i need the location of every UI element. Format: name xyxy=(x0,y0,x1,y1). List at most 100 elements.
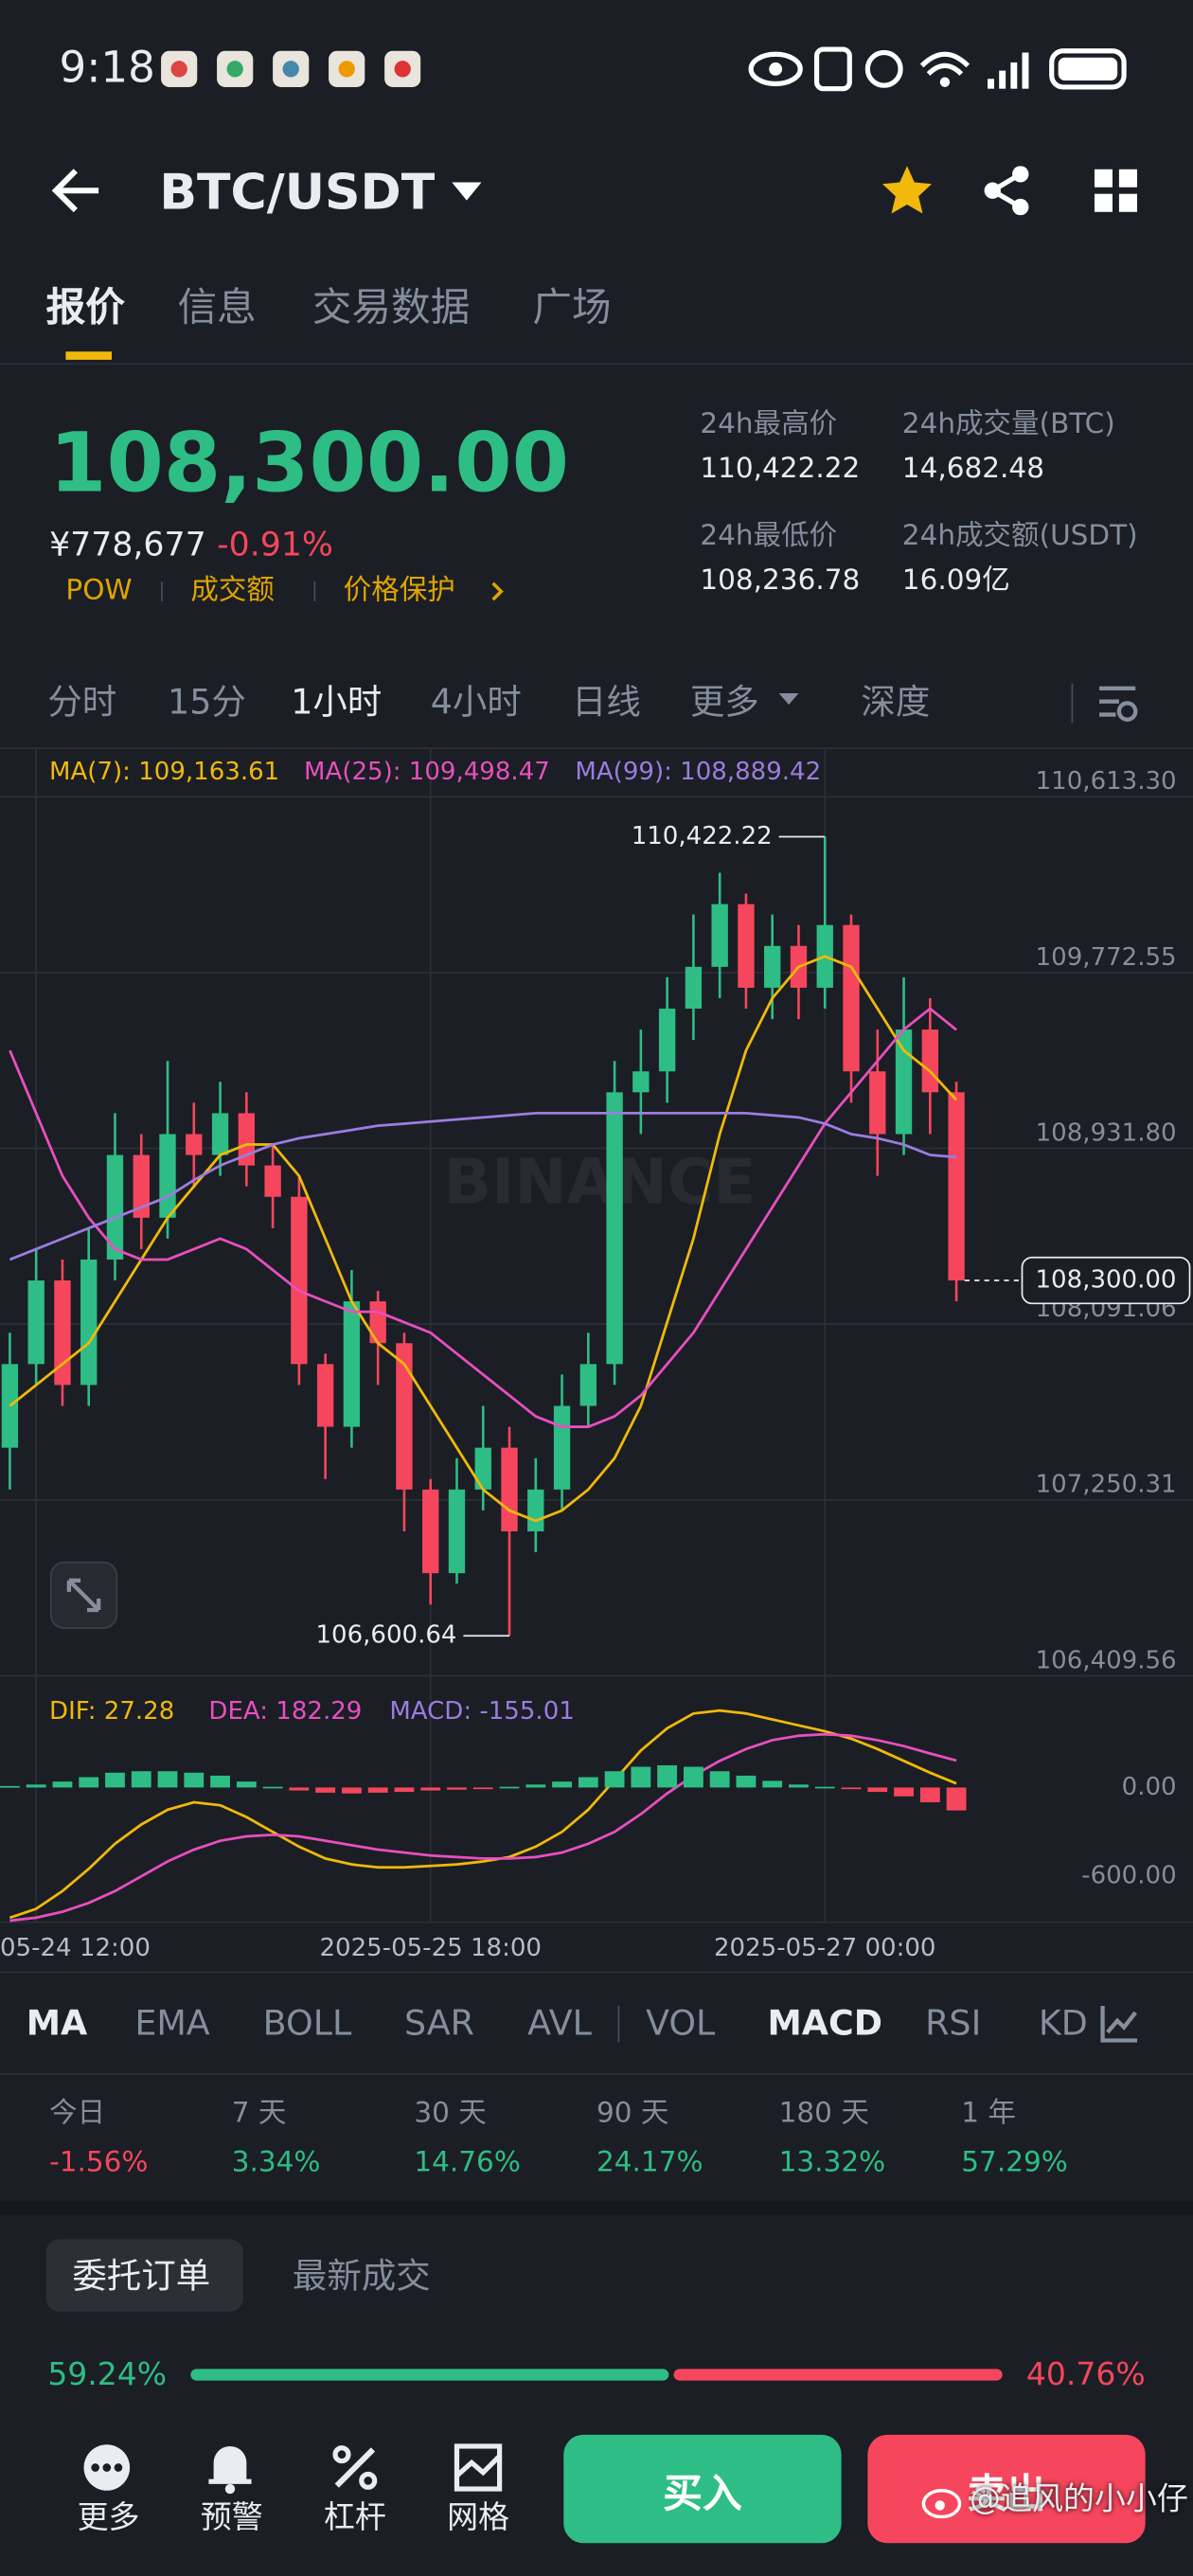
candle-body xyxy=(843,924,860,1072)
last-price-label: 108,300.00 xyxy=(1036,1266,1177,1295)
candle-body xyxy=(422,1489,439,1574)
stat-label: 24h成交额(USDT) xyxy=(901,520,1138,553)
ma-line xyxy=(9,955,958,1523)
tag[interactable]: 价格保护 xyxy=(343,574,455,607)
indicator[interactable]: MA xyxy=(26,2003,88,2044)
interval[interactable]: 1小时 xyxy=(291,682,383,723)
interval[interactable]: 15分 xyxy=(168,682,246,723)
candle-body xyxy=(264,1165,281,1197)
candle-body xyxy=(658,1009,676,1072)
candle-body xyxy=(291,1196,308,1365)
stat-value: 108,236.78 xyxy=(700,564,861,598)
x-tick-label: 2025-05-25 18:00 xyxy=(319,1934,541,1962)
macd-bar xyxy=(105,1772,125,1788)
y-tick-label: 0.00 xyxy=(1122,1773,1177,1801)
candle-body xyxy=(632,1071,650,1093)
tag[interactable]: POW xyxy=(65,574,133,607)
macd-bar xyxy=(919,1787,940,1803)
interval[interactable]: 更多 xyxy=(689,682,759,723)
macd-bar xyxy=(367,1787,388,1793)
interval[interactable]: 4小时 xyxy=(430,682,522,723)
macd-bar xyxy=(236,1781,257,1788)
last-price-box xyxy=(1021,1256,1191,1305)
divider xyxy=(0,747,1193,750)
chevron xyxy=(491,581,504,601)
tab[interactable]: 报价 xyxy=(45,284,125,331)
tab[interactable]: 广场 xyxy=(532,284,612,331)
section-gap xyxy=(0,2201,1193,2215)
period: 1 年 xyxy=(961,2097,1016,2131)
candle-body xyxy=(685,966,703,1010)
legend-item: MA(25): 109,498.47 xyxy=(304,758,550,786)
period: 90 天 xyxy=(596,2097,669,2131)
period: 今日 xyxy=(49,2097,106,2131)
macd-bar xyxy=(52,1781,73,1788)
legend-item: MA(99): 108,889.42 xyxy=(575,758,821,786)
tab[interactable]: 信息 xyxy=(177,284,257,331)
candle-body xyxy=(501,1447,518,1531)
macd-bar xyxy=(525,1784,546,1788)
y-tick-label: 108,931.80 xyxy=(1036,1118,1177,1147)
interval[interactable]: 分时 xyxy=(47,682,117,723)
tag[interactable]: 成交额 xyxy=(190,574,275,607)
ma-line xyxy=(9,1112,957,1261)
stat-value: 16.09亿 xyxy=(901,564,1010,598)
sell-button[interactable]: 卖出 xyxy=(867,2434,1146,2544)
favorite-star[interactable] xyxy=(881,164,934,217)
period: 7 天 xyxy=(231,2097,287,2131)
indicator[interactable]: KD xyxy=(1038,2003,1088,2044)
y-tick-label: 106,409.56 xyxy=(1036,1646,1177,1674)
indicator[interactable]: VOL xyxy=(646,2003,716,2044)
nav-label[interactable]: 更多 xyxy=(77,2499,140,2536)
buy-bar xyxy=(190,2369,669,2381)
tab[interactable]: 交易数据 xyxy=(312,284,471,331)
order-tab[interactable]: 最新成交 xyxy=(292,2256,431,2297)
indicator[interactable]: SAR xyxy=(403,2003,475,2044)
pair-dropdown[interactable] xyxy=(451,181,484,204)
divider xyxy=(0,1971,1193,1974)
interval[interactable]: 日线 xyxy=(571,682,641,723)
macd-bar xyxy=(762,1780,783,1788)
nav-label[interactable]: 杠杆 xyxy=(323,2499,386,2536)
status-time: 9:18 xyxy=(59,44,155,94)
indicator[interactable]: RSI xyxy=(925,2003,982,2044)
candle-body xyxy=(343,1301,361,1427)
legend-item: DEA: 182.29 xyxy=(208,1697,362,1726)
macd-bar xyxy=(631,1766,651,1788)
macd-bar xyxy=(210,1775,230,1788)
interval[interactable]: 深度 xyxy=(861,682,931,723)
nav-label[interactable]: 预警 xyxy=(200,2499,263,2536)
stat-value: 14,682.48 xyxy=(901,452,1044,486)
indicator-settings[interactable] xyxy=(1097,2002,1141,2046)
expand-button[interactable] xyxy=(49,1561,118,1630)
nav-label[interactable]: 网格 xyxy=(447,2499,510,2536)
tab-pill xyxy=(45,2239,243,2312)
indicator[interactable]: BOLL xyxy=(262,2003,352,2044)
share-button[interactable] xyxy=(983,166,1032,216)
y-tick-label: 110,613.30 xyxy=(1036,767,1177,796)
layout-button[interactable] xyxy=(1094,169,1139,214)
pair-title[interactable]: BTC/USDT xyxy=(159,164,436,223)
candle-body xyxy=(869,1071,886,1135)
indicator[interactable]: AVL xyxy=(527,2003,592,2044)
candle-body xyxy=(396,1343,413,1490)
macd-bar xyxy=(0,1785,20,1788)
separator xyxy=(1071,683,1074,724)
stat-value: 110,422.22 xyxy=(700,452,861,486)
indicator[interactable]: MACD xyxy=(767,2003,882,2044)
buy-button[interactable]: 买入 xyxy=(563,2434,842,2544)
candle-body xyxy=(764,945,781,988)
order-tab[interactable]: 委托订单 xyxy=(72,2256,211,2297)
chart-settings[interactable] xyxy=(1096,682,1139,724)
period-change: 57.29% xyxy=(961,2146,1068,2180)
period-change: 24.17% xyxy=(596,2146,703,2180)
price-change: -0.91% xyxy=(217,524,333,564)
candle-body xyxy=(474,1447,491,1490)
back-button[interactable] xyxy=(49,164,105,217)
separator xyxy=(161,581,163,601)
macd-bar xyxy=(289,1787,310,1791)
macd-bar xyxy=(578,1777,598,1788)
indicator[interactable]: EMA xyxy=(134,2003,210,2044)
y-tick-label: 107,250.31 xyxy=(1036,1471,1177,1499)
ma-line xyxy=(9,1007,957,1428)
